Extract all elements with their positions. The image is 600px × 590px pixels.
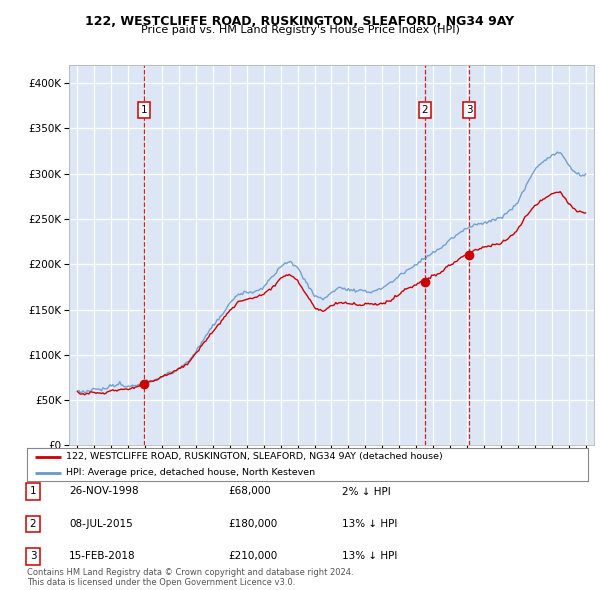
Text: 122, WESTCLIFFE ROAD, RUSKINGTON, SLEAFORD, NG34 9AY (detached house): 122, WESTCLIFFE ROAD, RUSKINGTON, SLEAFO… xyxy=(66,452,443,461)
Text: £68,000: £68,000 xyxy=(228,487,271,496)
Text: Contains HM Land Registry data © Crown copyright and database right 2024.
This d: Contains HM Land Registry data © Crown c… xyxy=(27,568,353,587)
Text: 2: 2 xyxy=(422,105,428,115)
Text: 2% ↓ HPI: 2% ↓ HPI xyxy=(342,487,391,496)
Text: £180,000: £180,000 xyxy=(228,519,277,529)
Text: 26-NOV-1998: 26-NOV-1998 xyxy=(69,487,139,496)
Text: 08-JUL-2015: 08-JUL-2015 xyxy=(69,519,133,529)
Text: 13% ↓ HPI: 13% ↓ HPI xyxy=(342,552,397,561)
Text: 122, WESTCLIFFE ROAD, RUSKINGTON, SLEAFORD, NG34 9AY: 122, WESTCLIFFE ROAD, RUSKINGTON, SLEAFO… xyxy=(85,15,515,28)
Text: 3: 3 xyxy=(29,552,37,561)
Text: HPI: Average price, detached house, North Kesteven: HPI: Average price, detached house, Nort… xyxy=(66,468,316,477)
Text: £210,000: £210,000 xyxy=(228,552,277,561)
Text: Price paid vs. HM Land Registry's House Price Index (HPI): Price paid vs. HM Land Registry's House … xyxy=(140,25,460,35)
Text: 3: 3 xyxy=(466,105,472,115)
Text: 15-FEB-2018: 15-FEB-2018 xyxy=(69,552,136,561)
Text: 1: 1 xyxy=(140,105,147,115)
Text: 2: 2 xyxy=(29,519,37,529)
Text: 13% ↓ HPI: 13% ↓ HPI xyxy=(342,519,397,529)
Text: 1: 1 xyxy=(29,487,37,496)
